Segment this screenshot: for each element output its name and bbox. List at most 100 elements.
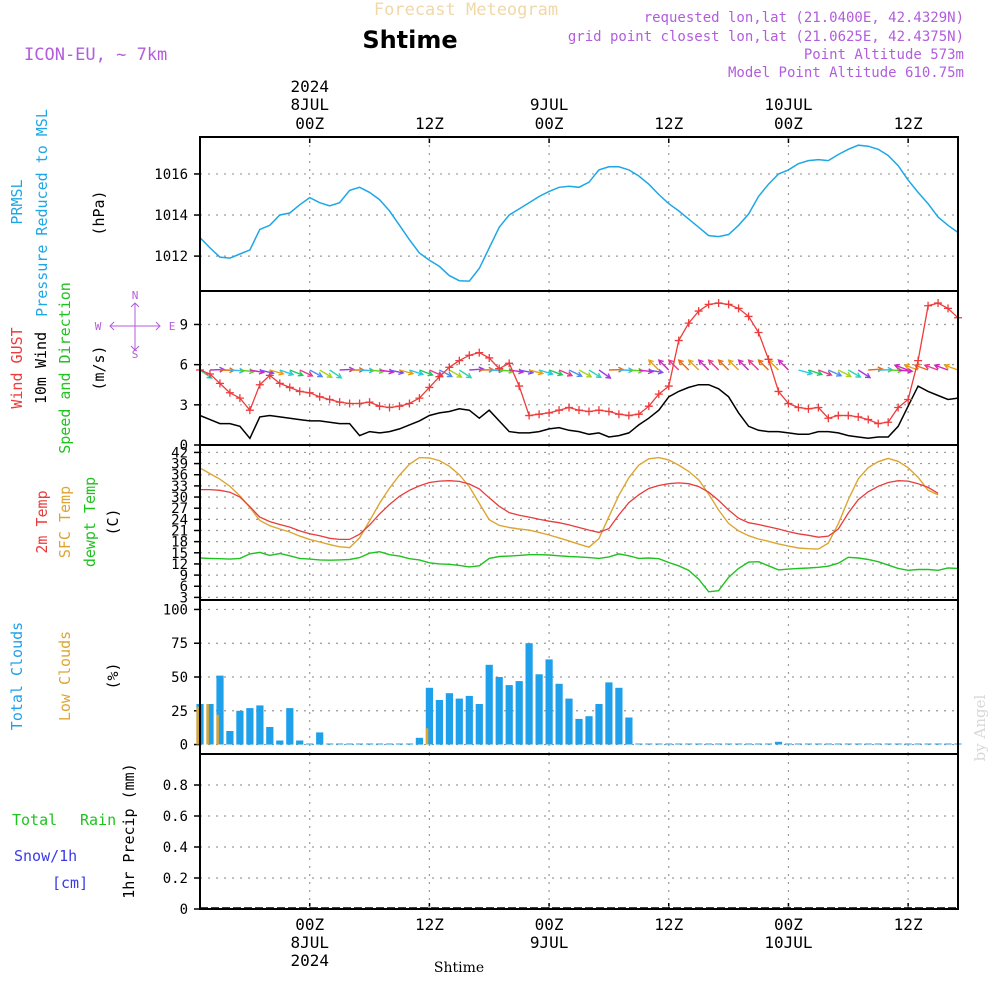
gust-marker (774, 387, 783, 396)
gust-marker (485, 353, 494, 362)
total-cloud-bar (465, 695, 473, 745)
wind-direction-arrow (528, 369, 543, 375)
gust-marker (804, 404, 813, 413)
y-tick-label: 9 (180, 568, 188, 584)
precip-panel: 0 0.2 0.4 0.6 0.8 (163, 753, 959, 918)
wind-direction-arrowhead (806, 369, 814, 376)
wind-direction-arrowhead (537, 369, 545, 376)
y-tick-label: 0 (180, 902, 188, 918)
wind-direction-arrow (718, 359, 730, 371)
wind-direction-arrow (439, 369, 453, 377)
gust-marker (724, 300, 733, 309)
cloud-unit: (%) (104, 662, 122, 689)
wind-direction-arrow (898, 369, 913, 372)
gust-marker (764, 355, 773, 364)
total-cloud-bar (625, 717, 633, 745)
wind-direction-arrowhead (317, 372, 324, 378)
gust-marker (275, 379, 284, 388)
gust-marker (794, 403, 803, 412)
top-hour-label: 12Z (654, 114, 683, 133)
y-tick-label: 18 (171, 535, 188, 551)
total-cloud-bar (545, 659, 553, 745)
wind-direction-arrowhead (456, 372, 463, 378)
gust-marker (215, 379, 224, 388)
total-cloud-bar (425, 687, 433, 745)
total-cloud-bar (206, 704, 214, 745)
wind-direction-arrow (519, 369, 534, 374)
wind-direction-arrowhead (845, 371, 853, 378)
wind-direction-arrowhead (407, 369, 415, 376)
wind-direction-arrow (289, 369, 304, 376)
gust-marker (664, 382, 673, 391)
wind-direction-arrowhead (816, 370, 824, 376)
panel-frame (199, 290, 959, 446)
total-cloud-bar (246, 708, 254, 745)
wind-direction-arrow (239, 369, 254, 373)
wind-direction-arrowhead (707, 359, 714, 366)
gust-marker (854, 412, 863, 421)
wind-direction-arrowhead (777, 359, 784, 366)
total-cloud-bar (904, 743, 912, 745)
gust-marker (415, 394, 424, 403)
wind-direction-arrowhead (547, 370, 554, 376)
wind-direction-arrowhead (687, 359, 694, 366)
gust-marker (265, 371, 274, 380)
y-tick-label: 50 (171, 670, 188, 686)
wind-direction-arrow (638, 369, 653, 373)
total-cloud-bar (276, 740, 284, 745)
pressure-unit: (hPa) (90, 190, 108, 235)
total-cloud-bar (784, 743, 793, 745)
wind-panel: 0 3 6 9 (180, 290, 962, 454)
wind-direction-arrow (934, 364, 949, 371)
gust-marker (495, 364, 504, 373)
gust-marker (684, 319, 693, 328)
wind-direction-arrow (808, 369, 822, 376)
total-cloud-bar (505, 685, 513, 745)
y-tick-label: 1014 (154, 208, 188, 224)
gust-marker (734, 304, 743, 313)
wind-direction-arrowhead (877, 366, 884, 373)
total-cloud-bar (435, 700, 443, 745)
wind-direction-arrowhead (297, 370, 305, 377)
total-cloud-bar (874, 743, 882, 745)
gust-marker (435, 372, 444, 381)
compass-e: E (169, 320, 176, 333)
total-cloud-bar (844, 743, 852, 745)
total-cloud-bar (645, 743, 653, 745)
total-cloud-bar (415, 737, 423, 745)
total-cloud-bar (794, 743, 802, 745)
wind-direction-arrow (419, 369, 433, 376)
gust-marker (455, 356, 464, 365)
dewpt-line (199, 550, 959, 593)
total-cloud-bar (705, 743, 713, 745)
gust-marker (814, 403, 823, 412)
gust-marker (904, 395, 913, 404)
gust-marker (894, 403, 903, 412)
bottom-hour-label: 00Z (295, 915, 324, 934)
gust-marker (584, 407, 593, 416)
total-cloud-bar (595, 704, 603, 745)
total-cloud-bar (495, 677, 503, 745)
wind-direction-arrow (588, 369, 602, 379)
total-cloud-bar (914, 743, 922, 745)
wind-direction-arrow (329, 369, 342, 379)
wind-direction-arrow (598, 369, 611, 379)
total-cloud-bar (675, 743, 683, 745)
gust-marker (515, 382, 524, 391)
wind-direction-arrow (299, 369, 313, 377)
wind-unit: (m/s) (90, 345, 108, 390)
total-cloud-bar (665, 743, 673, 745)
gust-marker (575, 406, 583, 415)
wind-direction-arrowhead (657, 368, 665, 375)
y-tick-label: 0.2 (163, 871, 188, 887)
gust-marker (375, 402, 384, 411)
total-cloud-bar (685, 743, 693, 745)
total-cloud-bar (804, 743, 812, 745)
wind-gust-label: Wind GUST (8, 327, 26, 408)
gust-marker (445, 363, 454, 372)
top-hour-label: 12Z (415, 114, 444, 133)
gust-marker (305, 388, 314, 397)
total-cloud-bar (475, 704, 483, 745)
wind-direction-arrowhead (278, 369, 285, 376)
wind-direction-arrowhead (287, 370, 295, 377)
